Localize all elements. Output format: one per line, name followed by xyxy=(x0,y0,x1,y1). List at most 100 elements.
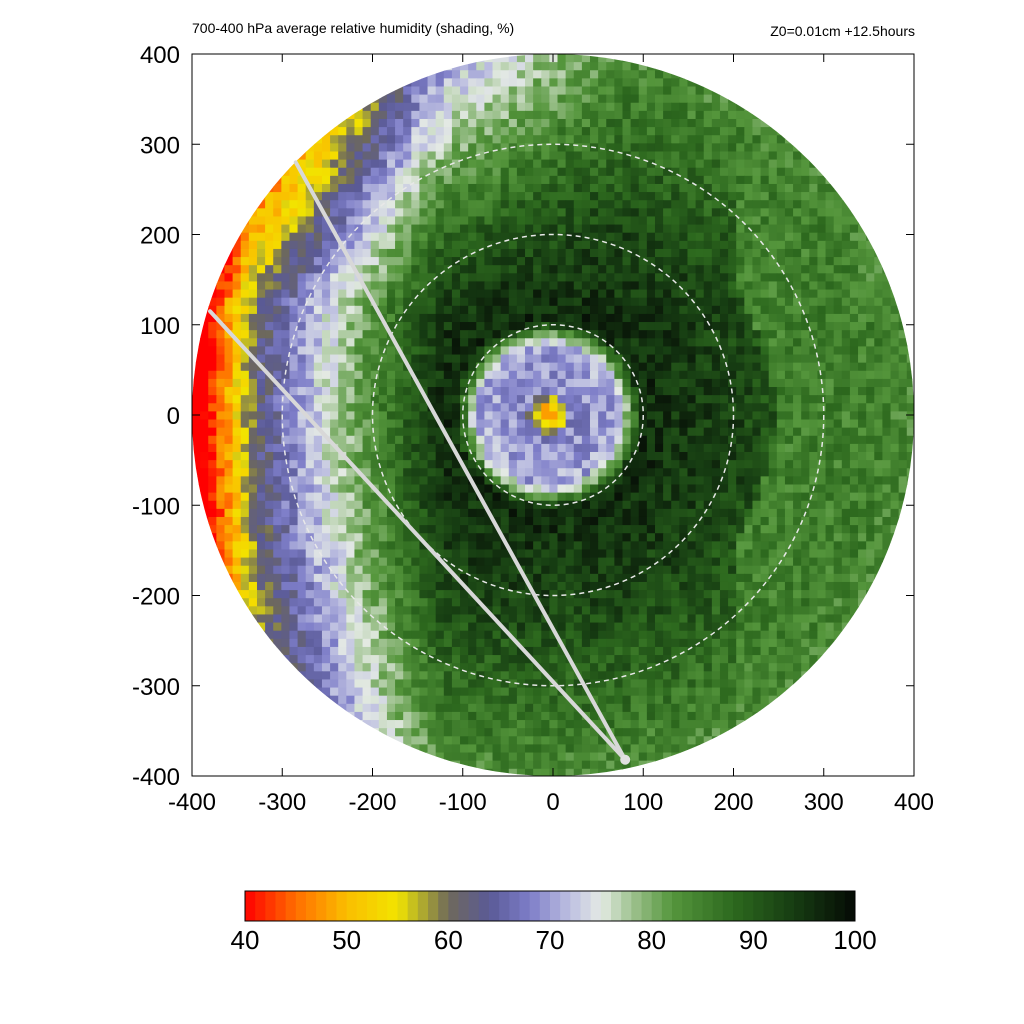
heat-cell xyxy=(606,435,615,445)
heat-cell xyxy=(703,224,713,234)
heat-cell xyxy=(671,370,680,380)
heat-cell xyxy=(833,289,843,299)
heat-cell xyxy=(614,435,624,445)
heat-cell xyxy=(719,281,729,291)
heat-cell xyxy=(443,127,453,136)
heat-cell xyxy=(492,460,502,469)
heat-cell xyxy=(460,159,469,169)
heat-cell xyxy=(354,135,364,144)
heat-cell xyxy=(606,322,615,331)
heat-cell xyxy=(533,240,542,250)
heat-cell xyxy=(768,273,778,283)
heat-cell xyxy=(614,346,624,356)
heat-cell xyxy=(378,557,388,567)
heat-cell xyxy=(419,330,429,339)
heat-cell xyxy=(768,443,778,453)
heat-cell xyxy=(736,297,745,307)
heat-cell xyxy=(492,289,502,299)
heat-cell xyxy=(476,216,486,226)
heat-cell xyxy=(687,281,697,291)
heat-cell xyxy=(256,533,266,542)
heat-cell xyxy=(638,443,648,453)
heat-cell xyxy=(695,289,705,299)
heat-cell xyxy=(313,443,323,453)
heat-cell xyxy=(224,419,234,429)
heat-cell xyxy=(281,460,291,469)
heat-cell xyxy=(719,216,729,226)
heat-cell xyxy=(573,175,583,185)
heat-cell xyxy=(614,216,624,226)
heat-cell xyxy=(451,208,461,218)
heat-cell xyxy=(256,395,266,404)
heat-cell xyxy=(435,541,445,551)
heat-cell xyxy=(346,297,356,307)
heat-cell xyxy=(663,86,672,96)
heat-cell xyxy=(711,516,721,526)
heat-cell xyxy=(614,533,624,542)
heat-cell xyxy=(411,452,421,461)
heat-cell xyxy=(492,54,502,63)
heat-cell xyxy=(841,281,851,291)
heat-cell xyxy=(719,110,729,120)
heat-cell xyxy=(476,387,486,396)
heat-cell xyxy=(321,565,331,575)
heat-cell xyxy=(338,159,347,169)
heat-cell xyxy=(240,492,250,502)
heat-cell xyxy=(208,508,217,518)
heat-cell xyxy=(265,557,274,567)
heat-cell xyxy=(760,118,770,128)
heat-cell xyxy=(541,167,550,177)
heat-cell xyxy=(200,468,209,477)
heat-cell xyxy=(687,378,697,388)
heat-cell xyxy=(606,411,615,421)
heat-cell xyxy=(679,411,689,421)
heat-cell xyxy=(500,273,510,283)
heat-cell xyxy=(541,395,550,404)
heat-cell xyxy=(760,135,770,144)
heat-cell xyxy=(484,403,494,412)
heat-cell xyxy=(695,224,705,234)
heat-cell xyxy=(435,403,445,412)
heat-cell xyxy=(866,533,875,542)
heat-cell xyxy=(809,452,819,461)
heat-cell xyxy=(508,127,518,136)
heat-cell xyxy=(679,419,689,429)
heat-cell xyxy=(192,484,201,494)
heat-cell xyxy=(265,500,274,510)
heat-cell xyxy=(476,549,486,559)
heat-cell xyxy=(232,248,242,258)
heat-cell xyxy=(581,435,591,445)
heat-cell xyxy=(248,305,258,315)
heat-cell xyxy=(305,240,315,250)
heat-cell xyxy=(898,362,908,372)
heat-cell xyxy=(476,70,486,79)
heat-cell xyxy=(516,549,526,559)
heat-cell xyxy=(273,565,282,575)
heat-cell xyxy=(687,370,697,380)
heat-cell xyxy=(590,257,599,266)
heat-cell xyxy=(882,313,892,323)
heat-cell xyxy=(654,102,664,112)
heat-cell xyxy=(256,224,266,234)
heat-cell xyxy=(476,346,486,356)
heat-cell xyxy=(744,378,754,388)
heat-cell xyxy=(525,322,534,331)
heat-cell xyxy=(508,484,518,494)
heat-cell xyxy=(476,525,486,534)
heat-cell xyxy=(451,281,461,291)
heat-cell xyxy=(321,516,331,526)
heat-cell xyxy=(403,330,412,339)
heat-cell xyxy=(849,370,859,380)
heat-cell xyxy=(468,216,477,226)
heat-cell xyxy=(801,224,810,234)
heat-cell xyxy=(265,240,274,250)
heat-cell xyxy=(476,200,486,209)
heat-cell xyxy=(256,322,266,331)
heat-cell xyxy=(711,313,721,323)
heat-cell xyxy=(386,516,396,526)
heat-cell xyxy=(663,70,672,79)
heat-cell xyxy=(565,135,575,144)
heat-cell xyxy=(833,403,843,412)
heat-cell xyxy=(533,460,542,469)
heat-cell xyxy=(200,419,209,429)
